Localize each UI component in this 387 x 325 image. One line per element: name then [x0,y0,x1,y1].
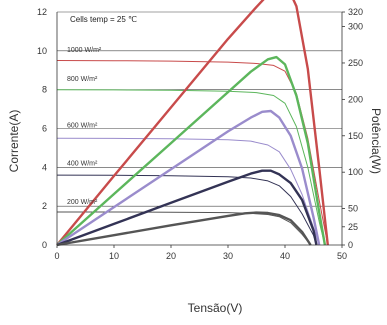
power-curve-4 [56,211,312,247]
y-tick-label-1: 2 [42,201,47,211]
x-axis-label: Tensão(V) [188,301,243,315]
power-curve-1 [56,55,327,246]
y2-tick-label-4: 150 [348,131,363,141]
y-axis-label: Corrente(A) [7,110,21,173]
current-curve-4 [57,211,311,246]
irradiance-label-0: 1000 W/m² [67,47,102,54]
current-curve-3 [56,174,317,246]
irradiance-label-1: 800 W/m² [67,76,98,83]
x-tick-label-5: 50 [337,251,347,261]
x-tick-label-1: 10 [109,251,119,261]
y-tick-label-2: 4 [42,162,47,172]
irradiance-label-3: 400 W/m² [67,160,98,167]
x-tick-label-4: 40 [280,251,290,261]
irradiance-label-4: 200 W/m² [67,199,98,206]
power-curve-0 [56,0,329,246]
y2-tick-label-8: 320 [348,7,363,17]
y-tick-label-0: 0 [42,240,47,250]
x-tick-label-2: 20 [166,251,176,261]
x-tick-label-0: 0 [54,251,59,261]
x-tick-label-3: 30 [223,251,233,261]
y2-tick-label-6: 250 [348,58,363,68]
power-curve-2 [56,109,321,246]
curves [56,0,329,247]
y-tick-label-6: 12 [37,7,47,17]
y2-tick-label-0: 0 [348,240,353,250]
y-tick-label-5: 10 [37,46,47,56]
y-tick-label-3: 6 [42,124,47,134]
power-curve-3 [56,169,318,247]
axes: 0 10 20 30 40 5002468101202550100150200250300… [37,7,363,261]
y2-tick-label-2: 50 [348,204,358,214]
cells-temp-annotation: Cells temp = 25 ℃ [70,15,137,24]
y2-tick-label-1: 25 [348,222,358,232]
y-tick-label-4: 8 [42,85,47,95]
irradiance-labels: 1000 W/m² 800 W/m² 600 W/m² 400 W/m² 200 W/m… [67,47,102,206]
current-curve-1 [56,89,326,246]
current-curve-2 [56,137,320,246]
irradiance-label-2: 600 W/m² [67,123,98,130]
y2-axis-label: Potência(W) [369,108,383,174]
y2-tick-label-5: 200 [348,94,363,104]
y2-tick-label-3: 100 [348,167,363,177]
y2-tick-label-7: 300 [348,22,363,32]
